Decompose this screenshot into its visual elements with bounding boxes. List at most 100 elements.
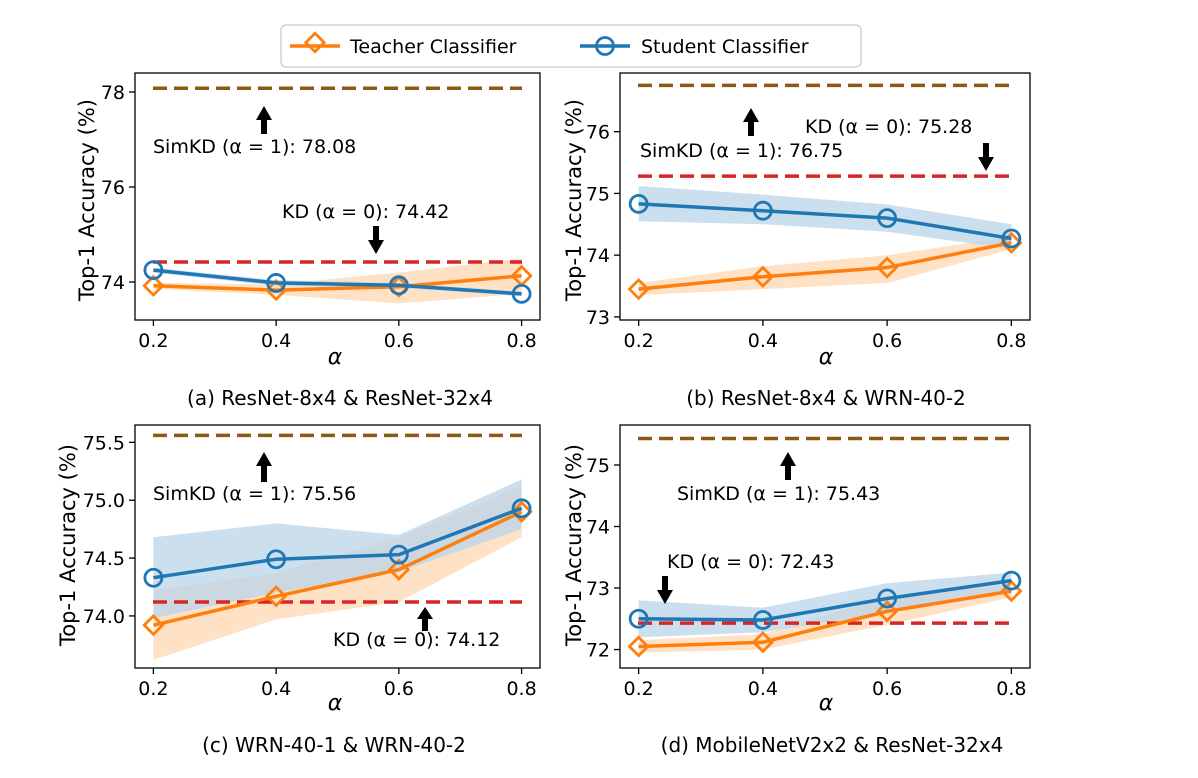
- student-series-line: [638, 578, 1012, 622]
- teacher-point: [627, 635, 650, 658]
- x-tick-label: 0.6: [384, 330, 414, 352]
- student-point: [266, 549, 287, 570]
- legend-teacher-marker: [303, 31, 327, 54]
- simkd-annotation: SimKD (α = 1): 78.08: [153, 136, 356, 158]
- simkd-arrow: [256, 452, 272, 482]
- x-tick-label: 0.2: [138, 678, 168, 700]
- panel-caption: (b) ResNet-8x4 & WRN-40-2: [686, 386, 966, 410]
- y-tick-label: 75.0: [83, 490, 125, 512]
- plot-area: 0.2 0.4 0.6 0.8 73 74 75 76: [586, 72, 1031, 352]
- teacher-series-line: [638, 241, 1012, 291]
- kd-annotation: KD (α = 0): 74.42: [282, 201, 449, 223]
- student-point: [388, 544, 409, 565]
- teacher-point: [510, 264, 533, 287]
- plot-area: 0.2 0.4 0.6 0.8 72 73 74 75: [586, 424, 1031, 700]
- kd-annotation: KD (α = 0): 74.12: [333, 629, 500, 651]
- teacher-series-line: [638, 589, 1012, 649]
- kd-annotation: KD (α = 0): 75.28: [805, 116, 972, 138]
- y-axis-label: Top-1 Accuracy (%): [562, 444, 586, 647]
- x-axis-label: α: [819, 345, 834, 370]
- x-tick-label: 0.4: [261, 330, 291, 352]
- teacher-point: [142, 614, 165, 637]
- x-tick-label: 0.8: [996, 330, 1026, 352]
- simkd-annotation: SimKD (α = 1): 75.43: [677, 483, 880, 505]
- student-point: [143, 567, 164, 588]
- kd-arrow: [417, 607, 433, 631]
- student-point: [388, 275, 409, 296]
- teacher-point: [264, 585, 288, 608]
- simkd-arrow: [256, 106, 272, 134]
- y-axis-label: Top-1 Accuracy (%): [562, 99, 586, 302]
- student-point: [877, 588, 898, 609]
- student-point: [752, 200, 773, 221]
- student-point: [143, 260, 164, 281]
- axes-frame: [619, 72, 1031, 321]
- simkd-annotation: SimKD (α = 1): 75.56: [153, 483, 356, 505]
- x-tick-label: 0.8: [506, 330, 536, 352]
- legend-student-marker: [595, 36, 615, 56]
- axes-frame: [134, 72, 541, 321]
- student-point: [628, 608, 649, 629]
- student-point: [511, 498, 532, 519]
- x-axis-label: α: [819, 691, 834, 716]
- kd-annotation: KD (α = 0): 72.43: [667, 551, 834, 573]
- teacher-series-line: [153, 274, 522, 292]
- simkd-arrow: [780, 452, 796, 480]
- legend-student-label: Student Classifier: [641, 36, 809, 58]
- y-tick-label: 74: [586, 517, 610, 539]
- y-tick-label: 75: [586, 455, 610, 477]
- y-tick-label: 76: [586, 122, 610, 144]
- student-band: [153, 479, 522, 619]
- student-point: [877, 208, 898, 229]
- x-tick-label: 0.4: [748, 330, 778, 352]
- student-series-line: [153, 268, 522, 296]
- student-point: [628, 194, 649, 214]
- legend: Teacher Classifier Student Classifier: [280, 24, 862, 68]
- panel-c: 0.2 0.4 0.6 0.8 74.0 74.5 75.0 75.5 Top-1 Accur…: [56, 424, 541, 757]
- x-tick-label: 0.2: [624, 330, 654, 352]
- x-tick-label: 0.4: [748, 678, 778, 700]
- teacher-point: [387, 558, 411, 581]
- y-tick-label: 75.5: [83, 432, 125, 454]
- teacher-band: [153, 258, 522, 304]
- plot-area: 0.2 0.4 0.6 0.8 74.0 74.5 75.0 75.5: [83, 424, 541, 700]
- student-band: [638, 186, 1012, 249]
- student-point: [511, 283, 532, 304]
- x-tick-label: 0.6: [872, 330, 902, 352]
- x-tick-label: 0.2: [138, 330, 168, 352]
- teacher-series-line: [152, 510, 523, 627]
- x-tick-label: 0.8: [996, 678, 1026, 700]
- kd-arrow: [657, 576, 673, 604]
- student-point: [752, 610, 773, 630]
- y-tick-label: 72: [586, 640, 610, 662]
- student-series-line: [153, 506, 523, 580]
- student-series-line: [638, 202, 1012, 241]
- teacher-point: [875, 256, 899, 279]
- teacher-point: [142, 274, 165, 297]
- axes-frame: [134, 424, 541, 669]
- y-tick-label: 74.5: [83, 548, 125, 570]
- y-tick-label: 74: [101, 272, 125, 294]
- x-axis-label: α: [328, 691, 343, 716]
- y-tick-label: 76: [101, 177, 125, 199]
- legend-teacher-label: Teacher Classifier: [349, 36, 517, 58]
- panel-caption: (d) MobileNetV2x2 & ResNet-32x4: [661, 733, 1004, 757]
- simkd-annotation: SimKD (α = 1): 76.75: [640, 140, 843, 162]
- y-tick-label: 74: [586, 245, 610, 267]
- plot-area: 0.2 0.4 0.6 0.8 74 76 78: [101, 72, 541, 352]
- kd-arrow: [978, 143, 994, 171]
- x-axis-label: α: [328, 345, 343, 370]
- axes-frame: [619, 424, 1031, 669]
- y-tick-label: 74.0: [83, 606, 125, 628]
- panel-caption: (c) WRN-40-1 & WRN-40-2: [202, 733, 466, 757]
- y-tick-label: 78: [101, 82, 125, 104]
- x-tick-label: 0.6: [384, 678, 414, 700]
- y-axis-label: Top-1 Accuracy (%): [75, 99, 99, 302]
- simkd-arrow: [743, 108, 759, 136]
- teacher-point: [751, 630, 775, 654]
- x-tick-label: 0.2: [624, 678, 654, 700]
